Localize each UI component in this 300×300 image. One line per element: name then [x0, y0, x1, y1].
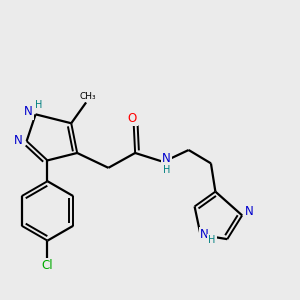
Text: N: N: [24, 106, 32, 118]
Text: N: N: [245, 205, 254, 218]
Text: H: H: [208, 235, 215, 245]
Text: N: N: [14, 134, 23, 147]
Text: N: N: [162, 152, 171, 165]
Text: Cl: Cl: [42, 259, 53, 272]
Text: H: H: [163, 165, 170, 175]
Text: O: O: [128, 112, 137, 125]
Text: CH₃: CH₃: [79, 92, 96, 101]
Text: H: H: [35, 100, 42, 110]
Text: N: N: [200, 228, 208, 241]
